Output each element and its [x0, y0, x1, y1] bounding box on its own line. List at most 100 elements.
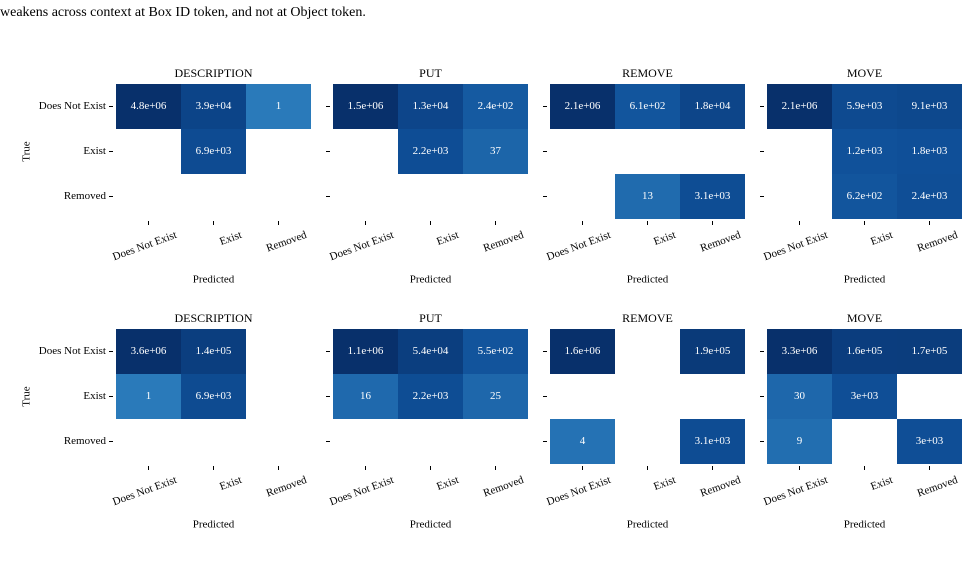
cell-label: 1 — [146, 390, 152, 402]
col-label: Exist — [435, 474, 460, 493]
cell-label: 2.1e+06 — [565, 100, 601, 112]
heatmap-cell — [463, 129, 528, 174]
panel-title: PUT — [419, 66, 442, 80]
y-axis-label: True — [21, 141, 33, 161]
col-label: Exist — [435, 229, 460, 248]
heatmap-cell — [615, 84, 680, 129]
cell-label: 3.1e+03 — [695, 190, 731, 202]
heatmap-cell — [897, 129, 962, 174]
heatmap-cell — [333, 374, 398, 419]
heatmap-cell — [333, 84, 398, 129]
heatmap-cell — [181, 329, 246, 374]
heatmap-cell — [181, 129, 246, 174]
col-label: Does Not Exist — [328, 474, 395, 508]
x-axis-label: Predicted — [410, 274, 452, 286]
cell-label: 6.9e+03 — [196, 145, 232, 157]
heatmap-cell — [767, 329, 832, 374]
cell-label: 3.6e+06 — [131, 345, 167, 357]
heatmap-cell — [897, 174, 962, 219]
cell-label: 3.1e+03 — [695, 435, 731, 447]
col-label: Exist — [652, 474, 677, 493]
row-label: Does Not Exist — [39, 100, 106, 112]
heatmap-cell — [463, 374, 528, 419]
cell-label: 25 — [490, 390, 502, 402]
col-label: Does Not Exist — [545, 229, 612, 263]
x-axis-label: Predicted — [410, 519, 452, 531]
col-label: Does Not Exist — [111, 229, 178, 263]
col-label: Removed — [482, 474, 526, 500]
cell-label: 16 — [360, 390, 372, 402]
col-label: Removed — [265, 229, 309, 255]
cell-label: 1.8e+03 — [912, 145, 948, 157]
heatmap-cell — [897, 329, 962, 374]
heatmap-cell — [767, 419, 832, 464]
heatmap-cell — [897, 419, 962, 464]
row-label: Exist — [83, 390, 106, 402]
cell-label: 6.1e+02 — [630, 100, 666, 112]
row-label: Removed — [64, 190, 107, 202]
heatmap-cell — [246, 84, 311, 129]
cell-label: 1.4e+05 — [196, 345, 232, 357]
col-label: Does Not Exist — [328, 229, 395, 263]
panel-title: MOVE — [847, 66, 882, 80]
cell-label: 2.2e+03 — [413, 145, 449, 157]
panel-title: DESCRIPTION — [174, 311, 252, 325]
heatmap-cell — [116, 374, 181, 419]
x-axis-label: Predicted — [844, 519, 886, 531]
cell-label: 30 — [794, 390, 806, 402]
col-label: Does Not Exist — [762, 474, 829, 508]
col-label: Exist — [218, 229, 243, 248]
heatmap-cell — [463, 329, 528, 374]
cell-label: 9.1e+03 — [912, 100, 948, 112]
col-label: Does Not Exist — [111, 474, 178, 508]
cell-label: 1.6e+05 — [847, 345, 883, 357]
heatmap-cell — [680, 419, 745, 464]
x-axis-label: Predicted — [627, 274, 669, 286]
heatmap-cell — [550, 419, 615, 464]
cell-label: 1.6e+06 — [565, 345, 601, 357]
heatmap-cell — [680, 174, 745, 219]
col-label: Removed — [699, 474, 743, 500]
col-label: Removed — [699, 229, 743, 255]
heatmap-cell — [550, 329, 615, 374]
heatmap-cell — [116, 329, 181, 374]
cell-label: 5.5e+02 — [478, 345, 514, 357]
cell-label: 1.1e+06 — [348, 345, 384, 357]
cell-label: 1.9e+05 — [695, 345, 731, 357]
cell-label: 3e+03 — [851, 390, 879, 402]
row-label: Removed — [64, 435, 107, 447]
x-axis-label: Predicted — [193, 519, 235, 531]
heatmap-cell — [832, 84, 897, 129]
heatmap-cell — [181, 84, 246, 129]
col-label: Does Not Exist — [762, 229, 829, 263]
col-label: Exist — [869, 474, 894, 493]
x-axis-label: Predicted — [193, 274, 235, 286]
heatmap-cell — [832, 374, 897, 419]
cell-label: 37 — [490, 145, 502, 157]
row-label: Exist — [83, 145, 106, 157]
panel-title: REMOVE — [622, 66, 673, 80]
col-label: Removed — [916, 229, 960, 255]
heatmap-cell — [680, 84, 745, 129]
col-label: Removed — [482, 229, 526, 255]
cell-label: 3e+03 — [916, 435, 944, 447]
x-axis-label: Predicted — [844, 274, 886, 286]
heatmap-cell — [615, 174, 680, 219]
panel-title: REMOVE — [622, 311, 673, 325]
cell-label: 1.8e+04 — [695, 100, 731, 112]
col-label: Does Not Exist — [545, 474, 612, 508]
heatmap-cell — [398, 374, 463, 419]
heatmap-cell — [116, 84, 181, 129]
cell-label: 1.7e+05 — [912, 345, 948, 357]
heatmap-cell — [181, 374, 246, 419]
cell-label: 2.2e+03 — [413, 390, 449, 402]
col-label: Exist — [218, 474, 243, 493]
heatmap-cell — [398, 84, 463, 129]
cell-label: 2.4e+03 — [912, 190, 948, 202]
cell-label: 1.2e+03 — [847, 145, 883, 157]
heatmap-cell — [398, 329, 463, 374]
heatmap-cell — [897, 84, 962, 129]
y-axis-label: True — [21, 386, 33, 406]
cell-label: 1 — [276, 100, 282, 112]
